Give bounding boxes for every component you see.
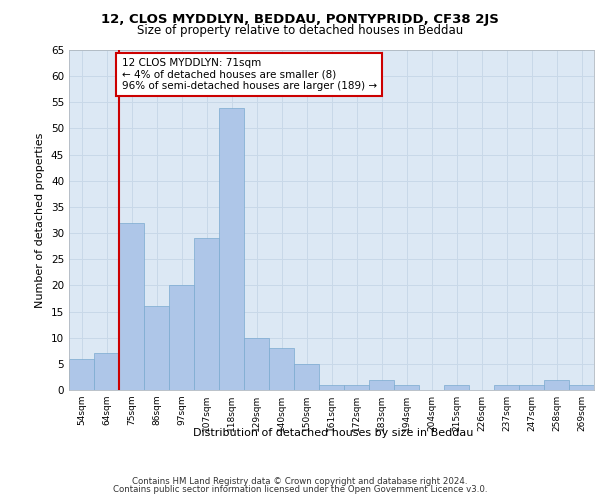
Bar: [169, 286, 194, 390]
Bar: [119, 222, 144, 390]
Bar: [244, 338, 269, 390]
Bar: [94, 354, 119, 390]
Bar: [494, 385, 519, 390]
Bar: [319, 385, 344, 390]
Text: Contains public sector information licensed under the Open Government Licence v3: Contains public sector information licen…: [113, 485, 487, 494]
Bar: [519, 385, 544, 390]
Bar: [219, 108, 244, 390]
Bar: [69, 358, 94, 390]
Bar: [544, 380, 569, 390]
Bar: [194, 238, 219, 390]
Bar: [144, 306, 169, 390]
Bar: [569, 385, 594, 390]
Text: Size of property relative to detached houses in Beddau: Size of property relative to detached ho…: [137, 24, 463, 37]
Bar: [444, 385, 469, 390]
Text: 12 CLOS MYDDLYN: 71sqm
← 4% of detached houses are smaller (8)
96% of semi-detac: 12 CLOS MYDDLYN: 71sqm ← 4% of detached …: [121, 58, 377, 91]
Y-axis label: Number of detached properties: Number of detached properties: [35, 132, 46, 308]
Text: 12, CLOS MYDDLYN, BEDDAU, PONTYPRIDD, CF38 2JS: 12, CLOS MYDDLYN, BEDDAU, PONTYPRIDD, CF…: [101, 12, 499, 26]
Bar: [294, 364, 319, 390]
Text: Contains HM Land Registry data © Crown copyright and database right 2024.: Contains HM Land Registry data © Crown c…: [132, 477, 468, 486]
Bar: [344, 385, 369, 390]
Bar: [394, 385, 419, 390]
Text: Distribution of detached houses by size in Beddau: Distribution of detached houses by size …: [193, 428, 473, 438]
Bar: [369, 380, 394, 390]
Bar: [269, 348, 294, 390]
